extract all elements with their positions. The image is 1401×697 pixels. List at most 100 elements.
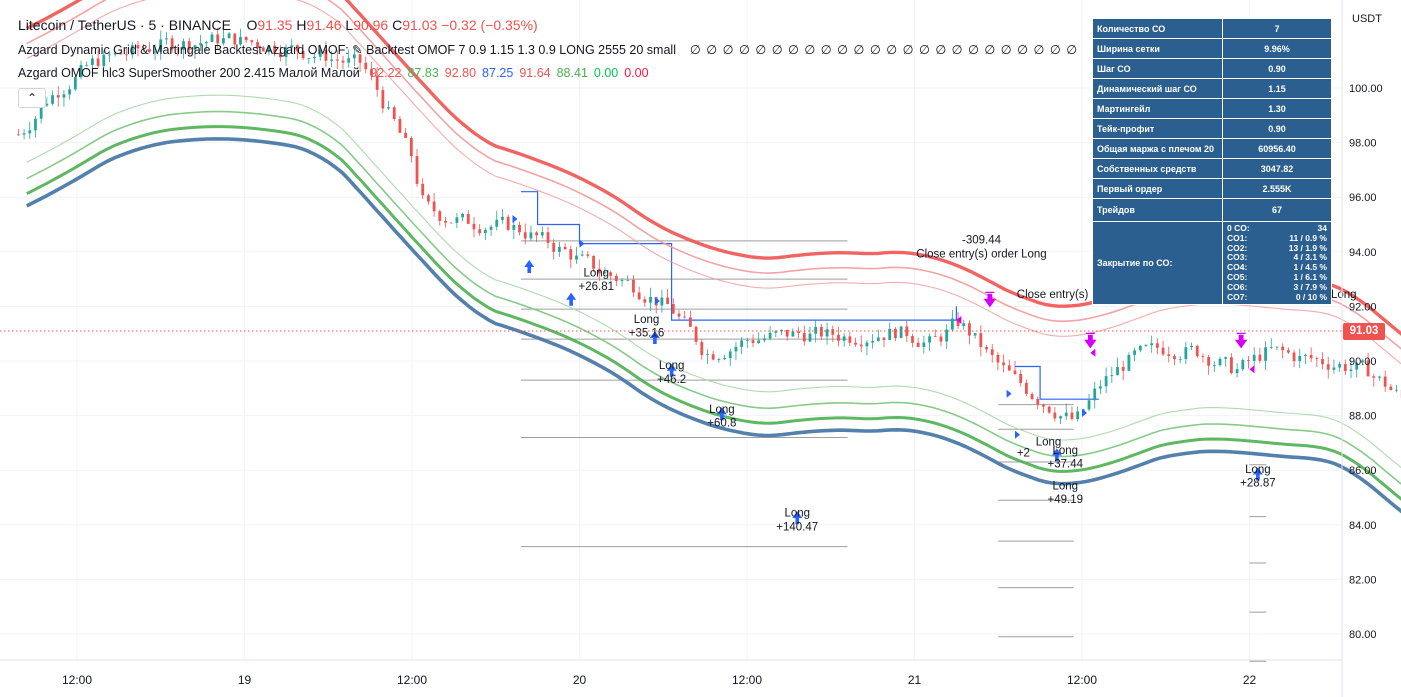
candle-body: [990, 349, 994, 355]
candle-body: [375, 75, 379, 90]
bands-layer: [25, 0, 1401, 514]
candle-body: [250, 40, 254, 43]
lower-band-inner: [26, 94, 1401, 469]
long-entry-arrow: [1252, 467, 1263, 481]
candle-body: [791, 331, 795, 337]
trade-annotation: Long: [784, 508, 810, 520]
candle-body: [1184, 347, 1188, 360]
closing-key: CO6:: [1227, 281, 1248, 292]
candle-body: [256, 42, 259, 48]
time-axis[interactable]: 12:001912:002012:002112:002212:002312:00…: [62, 673, 1401, 687]
candle-body: [142, 48, 146, 50]
ohlc-values: O91.35 H91.46 L90.96 C91.03 −0.32 (−0.35…: [243, 17, 538, 33]
candle-body: [449, 222, 453, 224]
candle-body: [1121, 366, 1125, 371]
stats-value: 3047.82: [1222, 158, 1332, 179]
candle-body: [569, 249, 573, 260]
candle-body: [1360, 360, 1364, 363]
candle-body: [1013, 370, 1017, 374]
symbol-title[interactable]: Litecoin / TetherUS · 5 · BINANCE: [18, 17, 231, 33]
candle-body: [859, 344, 863, 347]
candle-body: [1241, 360, 1245, 370]
closing-line: CO5: 1 / 6.1 %: [1227, 271, 1327, 283]
candle-body: [1110, 375, 1114, 377]
stats-label: Трейдов: [1092, 198, 1223, 222]
currency-label[interactable]: USDT: [1352, 13, 1382, 25]
price-axis[interactable]: 80.00 82.00 84.00 86.00 88.00 90.00 92.00 94.00…: [1349, 83, 1383, 641]
candle-body: [996, 354, 1000, 363]
candle-body: [546, 232, 550, 243]
candle-body: [620, 280, 624, 281]
candle-body: [210, 34, 214, 43]
candle-body: [1372, 376, 1376, 378]
candle-body: [922, 342, 926, 348]
y-tick-label: 80.00: [1349, 629, 1377, 641]
candle-body: [176, 49, 180, 51]
candle-body: [187, 41, 191, 50]
candle-body: [227, 33, 231, 39]
closing-key: CO5:: [1227, 271, 1248, 282]
candle-body: [614, 275, 618, 281]
candle-body: [956, 318, 960, 327]
candle-body: [717, 359, 721, 360]
candle-body: [780, 329, 783, 332]
closing-values: 0 CO: 34 CO1: 11 / 0.9 % CO2: 13 / 1.9 % CO3: 4…: [1222, 220, 1332, 306]
stats-value: 9.96%: [1222, 38, 1332, 59]
trade-annotation: +26.81: [579, 281, 615, 293]
upper-band-outer: [26, 0, 1401, 336]
candle-body: [1269, 347, 1273, 348]
candle-body: [364, 62, 368, 70]
candle-body: [34, 118, 37, 131]
candle-body: [62, 94, 66, 98]
candle-body: [802, 332, 806, 342]
candle-body: [358, 54, 362, 63]
trade-annotation: +37.44: [1048, 458, 1084, 470]
closing-value: 4 / 3.1 %: [1293, 252, 1327, 263]
candle-body: [387, 107, 390, 109]
trade-annotation: +35.16: [629, 327, 665, 339]
y-tick-label: 98.00: [1349, 138, 1377, 150]
candle-body: [1178, 359, 1182, 360]
order-fill-marker: [512, 215, 518, 224]
candle-body: [962, 323, 966, 327]
candle-body: [1076, 411, 1080, 420]
backtest-indicator-name[interactable]: Azgard Dynamic Grid & Martingale Backtes…: [18, 43, 262, 57]
order-fill-marker: [654, 296, 660, 305]
long-entry-arrow: [566, 292, 577, 306]
candle-body: [466, 213, 470, 224]
candle-body: [1275, 346, 1279, 348]
trade-annotation: +140.47: [776, 521, 818, 533]
candle-body: [1116, 366, 1119, 376]
candle-body: [1024, 382, 1028, 394]
stats-row: Мартингейл 1.30: [1092, 98, 1332, 119]
legend-collapse-button[interactable]: ⌃: [18, 88, 46, 108]
candle-body: [125, 54, 128, 56]
candle-body: [432, 201, 436, 212]
candle-body: [153, 51, 157, 53]
stats-value: 67: [1222, 198, 1332, 222]
indicator-row-omof[interactable]: Azgard OMOF hlc3 SuperSmoother 200 2.415…: [18, 66, 655, 80]
long-entry-arrow: [666, 363, 677, 377]
candle-body: [899, 326, 903, 339]
indicator-row-backtest[interactable]: Azgard Dynamic Grid & Martingale Backtes…: [18, 42, 1078, 57]
candle-body: [1355, 362, 1359, 370]
omof-indicator-name[interactable]: Azgard OMOF hlc3 SuperSmoother 200 2.415…: [18, 66, 360, 80]
long-entry-arrow: [716, 407, 727, 421]
trade-markers-layer: [512, 215, 1263, 525]
candle-body: [438, 211, 442, 221]
trade-annotation: Close entry(s) order Long: [916, 248, 1046, 260]
candle-body: [421, 183, 425, 196]
candle-body: [865, 342, 869, 347]
candle-body: [882, 337, 886, 341]
candle-body: [1053, 412, 1057, 419]
y-tick-label: 84.00: [1349, 520, 1377, 532]
trade-annotation: +49.19: [1048, 494, 1084, 506]
long-entry-arrow: [792, 511, 803, 525]
closing-line: CO7: 0 / 10 %: [1227, 292, 1327, 303]
stats-label: Ширина сетки: [1092, 38, 1223, 59]
candle-body: [512, 225, 516, 230]
trade-annotation: -309.44: [962, 235, 1002, 247]
closing-value: 3 / 7.9 %: [1293, 281, 1327, 292]
grid-orders-layer: [520, 191, 1267, 662]
candle-body: [330, 59, 333, 61]
